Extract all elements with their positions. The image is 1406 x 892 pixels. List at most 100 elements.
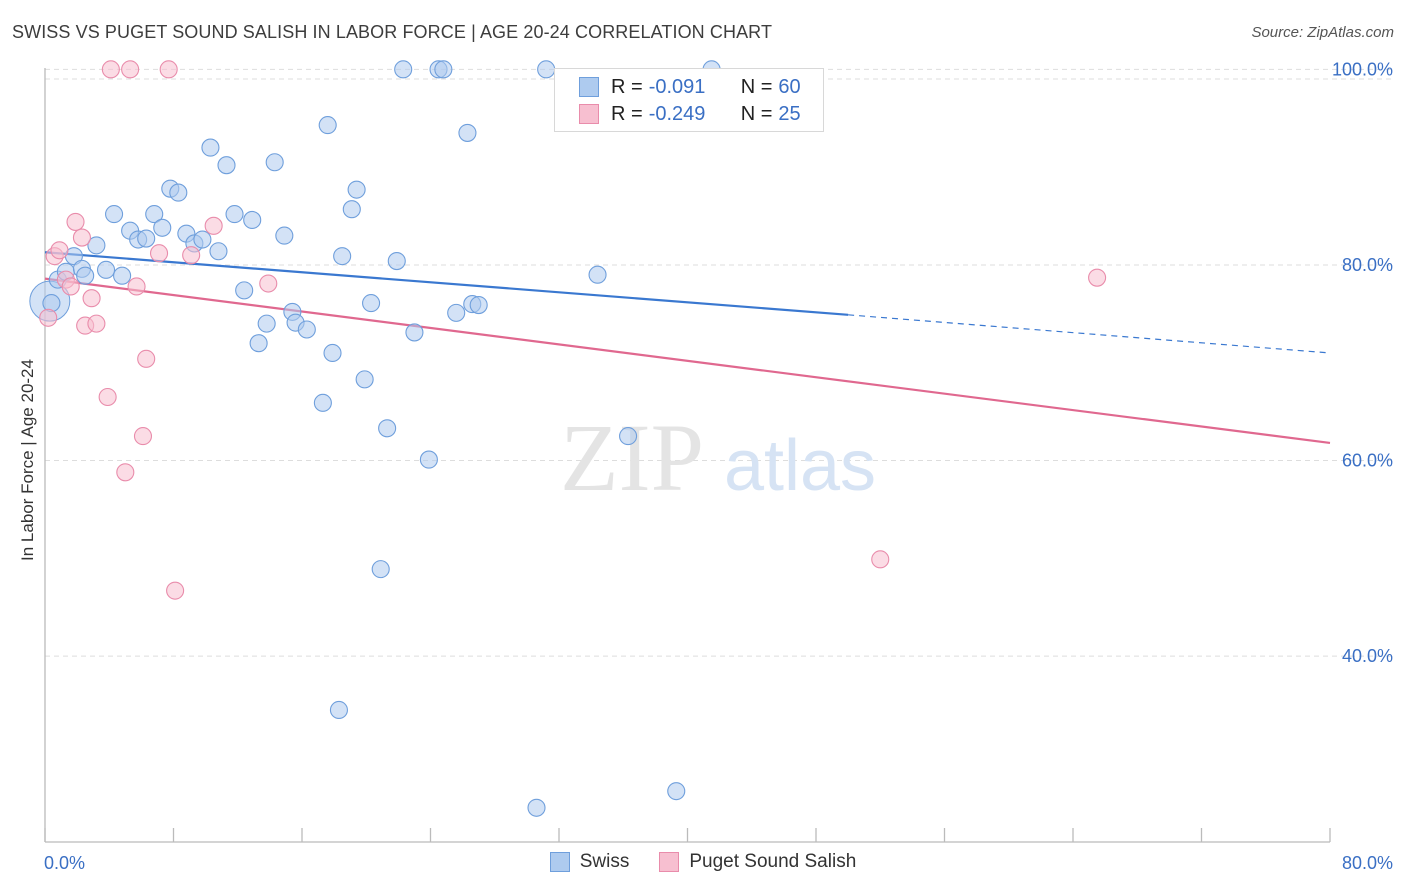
swiss-point	[458, 123, 477, 142]
legend-item-salish[interactable]: Puget Sound Salish	[659, 851, 856, 873]
r-label: R =	[611, 102, 643, 125]
gridlines	[45, 68, 1394, 657]
axes	[44, 68, 1331, 843]
series-legend: Swiss Puget Sound Salish	[0, 851, 1406, 873]
swiss-point	[588, 265, 607, 284]
swiss-point	[265, 153, 284, 172]
watermark: ZIP atlas	[560, 404, 876, 511]
salish-point	[116, 463, 135, 482]
watermark-atlas: atlas	[724, 426, 876, 506]
swiss-point	[342, 200, 361, 219]
swiss-point	[537, 60, 556, 79]
swiss-point	[329, 700, 348, 720]
swiss-point	[201, 138, 220, 157]
r-value: -0.091	[648, 75, 706, 98]
x-tick-label: 80.0%	[1342, 853, 1393, 873]
trend-lines	[44, 251, 1331, 445]
swiss-point	[619, 427, 638, 446]
swiss-point	[209, 242, 228, 261]
n-label: N =	[740, 102, 773, 125]
stats-row-swiss: R = -0.091 N = 60	[579, 75, 801, 99]
swiss-point	[378, 419, 397, 438]
tick-labels: 100.0% 80.0% 60.0% 40.0% 0.0% 80.0%	[44, 59, 1393, 873]
salish-swatch	[659, 852, 680, 872]
swiss-point	[469, 296, 488, 315]
swiss-point	[297, 320, 316, 339]
swiss-point	[527, 798, 546, 817]
swiss-point	[447, 303, 466, 322]
salish-point	[87, 314, 106, 333]
swiss-swatch	[579, 77, 599, 97]
watermark-zip: ZIP	[560, 404, 704, 511]
swiss-point	[145, 205, 164, 224]
swiss-point	[275, 226, 294, 245]
swiss-point	[137, 229, 156, 248]
salish-point	[72, 228, 91, 247]
swiss-point	[394, 60, 413, 79]
chart-title: SWISS VS PUGET SOUND SALISH IN LABOR FOR…	[12, 22, 773, 42]
r-value: -0.249	[648, 102, 706, 125]
swiss-point	[105, 205, 124, 224]
swiss-point	[355, 370, 374, 389]
swiss-point	[225, 205, 244, 224]
legend-label-salish: Puget Sound Salish	[689, 851, 857, 872]
y-tick-label: 80.0%	[1342, 255, 1393, 275]
r-label: R =	[611, 75, 643, 98]
swiss-point	[318, 116, 337, 135]
source-credit: Source: ZipAtlas.com	[1251, 24, 1394, 41]
swiss-point	[249, 334, 268, 353]
swiss-point	[96, 260, 116, 279]
swiss-point	[235, 281, 254, 300]
swiss-point	[371, 560, 390, 579]
salish-point	[121, 60, 140, 79]
swiss-point	[313, 393, 332, 412]
swiss-point	[42, 294, 61, 313]
swiss-point	[113, 266, 132, 285]
salish-point	[50, 241, 69, 260]
salish-point	[137, 349, 156, 368]
salish-point	[166, 581, 185, 600]
n-value: 25	[778, 102, 801, 125]
swiss-point	[419, 450, 438, 469]
salish-point	[127, 277, 146, 296]
swiss-point	[387, 251, 406, 271]
salish-point	[159, 60, 178, 79]
y-tick-label: 40.0%	[1342, 646, 1393, 666]
x-tick-label: 0.0%	[44, 853, 85, 873]
salish-point	[98, 387, 117, 407]
legend-item-swiss[interactable]: Swiss	[549, 851, 630, 873]
swiss-point	[323, 343, 342, 363]
salish-point	[871, 550, 890, 569]
swiss-point	[257, 314, 276, 333]
swiss-point	[434, 60, 453, 79]
swiss-point	[87, 236, 106, 255]
swiss-point	[667, 782, 686, 801]
swiss-swatch	[549, 852, 570, 872]
salish-point	[39, 308, 58, 327]
salish-point	[82, 289, 101, 308]
salish-point	[204, 216, 223, 235]
salish-point	[1088, 268, 1107, 287]
swiss-point	[405, 323, 424, 342]
swiss-point	[243, 210, 262, 230]
swiss-point	[76, 266, 95, 285]
swiss-point	[362, 294, 381, 313]
y-tick-label: 100.0%	[1332, 59, 1393, 79]
salish-point	[182, 246, 201, 265]
swiss-point	[193, 230, 212, 249]
salish-swatch	[579, 104, 599, 124]
swiss-point	[347, 180, 366, 199]
salish-point	[61, 277, 80, 296]
swiss-point	[169, 183, 188, 202]
salish-point	[101, 60, 120, 79]
salish-point	[133, 427, 153, 446]
swiss-trend-extension	[848, 314, 1331, 354]
data-points	[29, 60, 1107, 817]
swiss-point	[153, 218, 172, 237]
n-value: 60	[778, 75, 801, 98]
legend-label-swiss: Swiss	[579, 851, 630, 872]
swiss-trend-line	[44, 251, 849, 316]
stats-legend: R = -0.091 N = 60 R = -0.249 N = 25	[554, 68, 824, 132]
salish-point	[66, 212, 85, 231]
